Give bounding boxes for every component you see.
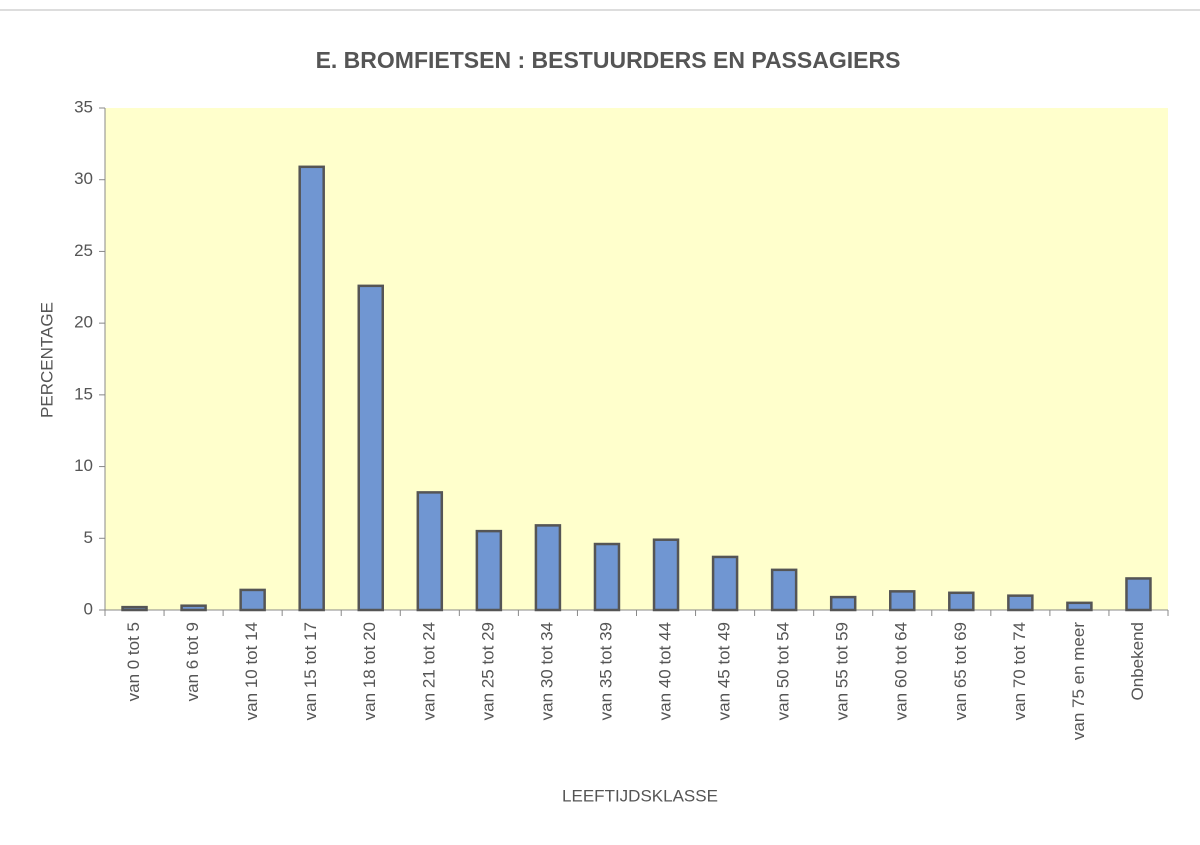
x-tick-label: van 25 tot 29: [478, 622, 497, 720]
bar: [1125, 577, 1152, 612]
bar: [534, 524, 562, 612]
x-tick-label: Onbekend: [1128, 622, 1147, 700]
y-axis-label: PERCENTAGE: [37, 302, 56, 418]
x-tick-label: van 30 tot 34: [537, 622, 556, 720]
x-tick-label: van 60 tot 64: [892, 622, 911, 720]
bar: [652, 538, 680, 612]
bar: [180, 604, 207, 612]
bar: [1066, 601, 1093, 612]
bar: [239, 588, 266, 612]
bar: [298, 165, 325, 612]
bar: [770, 568, 798, 612]
x-axis-label: LEEFTIJDSKLASSE: [562, 786, 718, 805]
y-tick-label: 20: [74, 313, 93, 332]
y-tick-label: 10: [74, 456, 93, 475]
bar: [889, 590, 916, 612]
x-tick-label: van 35 tot 39: [596, 622, 615, 720]
x-tick-label: van 18 tot 20: [360, 622, 379, 720]
y-tick-label: 25: [74, 241, 93, 260]
bar: [1007, 594, 1034, 612]
x-tick-label: van 65 tot 69: [951, 622, 970, 720]
y-tick-label: 35: [74, 97, 93, 116]
x-tick-label: van 55 tot 59: [833, 622, 852, 720]
bar: [121, 605, 148, 612]
plot-area: [105, 108, 1168, 610]
bar: [416, 491, 444, 612]
x-tick-label: van 15 tot 17: [301, 622, 320, 720]
bar: [711, 555, 739, 612]
bar: [593, 542, 621, 612]
x-tick-label: van 45 tot 49: [715, 622, 734, 720]
y-tick-label: 5: [84, 528, 93, 547]
y-tick-label: 30: [74, 169, 93, 188]
x-tick-label: van 75 en meer: [1069, 622, 1088, 740]
x-tick-label: van 10 tot 14: [242, 622, 261, 720]
chart-title: E. BROMFIETSEN : BESTUURDERS EN PASSAGIE…: [316, 47, 901, 73]
x-tick-label: van 21 tot 24: [419, 622, 438, 720]
x-tick-label: van 0 tot 5: [124, 622, 143, 701]
bar: [829, 595, 857, 612]
x-tick-label: van 6 tot 9: [183, 622, 202, 701]
x-tick-label: van 40 tot 44: [656, 622, 675, 720]
bar: [475, 529, 503, 612]
y-tick-label: 15: [74, 384, 93, 403]
bar: [357, 284, 384, 612]
y-tick-label: 0: [84, 599, 93, 618]
x-tick-label: van 70 tot 74: [1010, 622, 1029, 720]
bar: [948, 591, 975, 612]
x-tick-label: van 50 tot 54: [774, 622, 793, 720]
